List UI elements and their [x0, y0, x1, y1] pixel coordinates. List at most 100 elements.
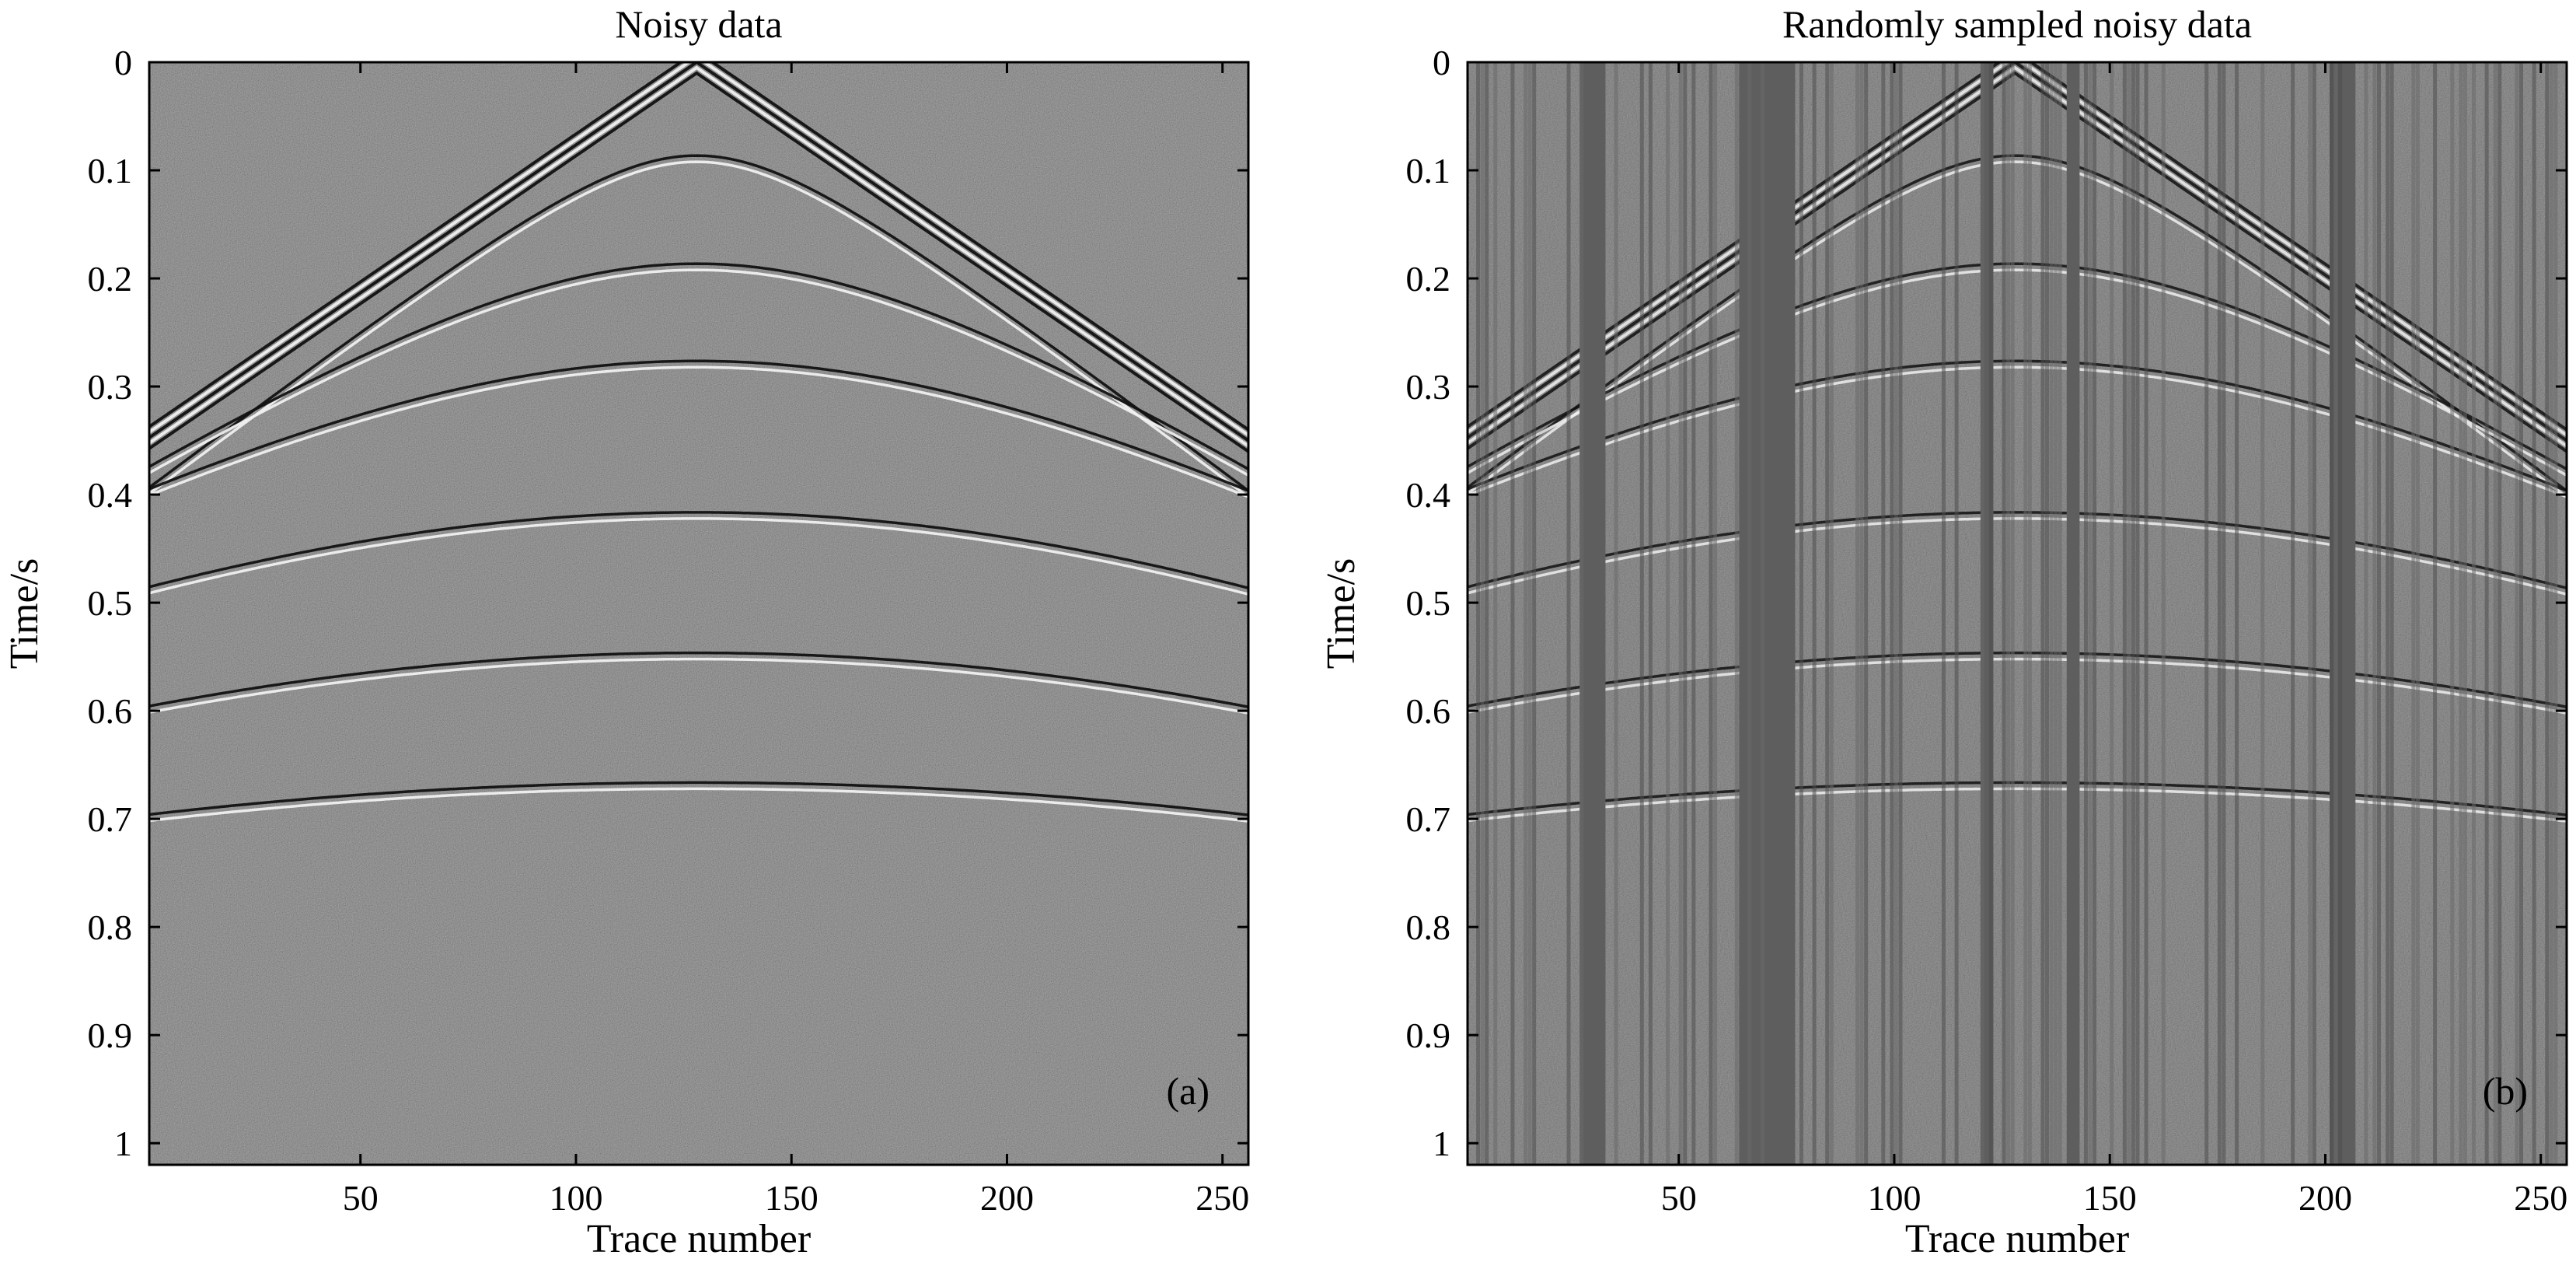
- x-ticks: 50 100 150 200 250: [1661, 62, 2567, 1218]
- x-tick-label: 50: [1661, 1178, 1697, 1218]
- y-tick-label: 0.9: [1406, 1016, 1451, 1055]
- y-tick-label: 0.2: [1406, 259, 1451, 299]
- trace-stripe: [1898, 62, 1903, 1165]
- reflection-event-line: [149, 359, 1248, 492]
- x-axis-label: Trace number: [1905, 1217, 2129, 1261]
- reflection-event-line: [149, 787, 1248, 823]
- panel-tag: (b): [2483, 1069, 2528, 1113]
- plot-frame: [148, 61, 1250, 1166]
- trace-stripe: [2204, 62, 2209, 1165]
- trace-stripe: [2135, 62, 2140, 1165]
- trace-stripe: [2553, 62, 2558, 1165]
- reflection-event-line: [149, 365, 1248, 498]
- y-tick-label: 0.3: [88, 367, 133, 407]
- trace-stripe: [2054, 62, 2058, 1165]
- trace-stripe: [2222, 62, 2226, 1165]
- trace-stripe: [1510, 62, 1515, 1165]
- trace-stripe: [2415, 62, 2420, 1165]
- trace-stripe: [2377, 62, 2382, 1165]
- reflection-event-line: [149, 62, 1248, 442]
- trace-stripe: [1566, 62, 1571, 1165]
- trace-stripe: [1480, 62, 1485, 1165]
- trace-stripe: [2235, 62, 2239, 1165]
- trace-stripe: [2045, 62, 2050, 1165]
- y-tick-label: 0.8: [1406, 907, 1451, 947]
- x-tick-label: 100: [549, 1178, 602, 1218]
- y-ticks: 0 0.1 0.2 0.3 0.4 0.5 0.6 0.7 0.8 0.9 1: [1406, 43, 2567, 1163]
- y-tick-label: 1: [114, 1124, 132, 1163]
- trace-stripe: [1532, 62, 1537, 1165]
- y-tick-label: 0.5: [88, 583, 133, 623]
- y-tick-label: 0: [1433, 43, 1450, 82]
- y-tick-label: 0.3: [1406, 367, 1451, 407]
- y-ticks: 0 0.1 0.2 0.3 0.4 0.5 0.6 0.7 0.8 0.9 1: [88, 43, 1248, 1163]
- panel-title: Randomly sampled noisy data: [1782, 2, 2252, 46]
- reflection-events: [149, 62, 1248, 823]
- reflection-event-line: [149, 657, 1248, 715]
- trace-stripe: [2006, 62, 2011, 1165]
- trace-stripe: [2459, 62, 2463, 1165]
- y-tick-label: 0: [114, 43, 132, 82]
- trace-stripe: [1855, 62, 1860, 1165]
- trace-stripe: [1524, 62, 1528, 1165]
- noise-texture: [149, 62, 1248, 1165]
- reflection-event-line: [149, 262, 1248, 470]
- reflection-event-line: [149, 160, 1248, 498]
- trace-stripe: [2389, 62, 2394, 1165]
- trace-stripe: [1683, 62, 1688, 1165]
- trace-stripe: [1734, 62, 1739, 1165]
- y-tick-label: 0.8: [88, 907, 133, 947]
- trace-stripe: [1864, 62, 1869, 1165]
- plot-frame: [1466, 61, 2568, 1166]
- y-axis-label: Time/s: [1319, 558, 1363, 669]
- trace-stripe: [2333, 62, 2338, 1165]
- x-tick-label: 200: [2299, 1178, 2352, 1218]
- trace-stripe: [2122, 62, 2127, 1165]
- y-tick-label: 0.5: [1406, 583, 1451, 623]
- trace-stripe: [1954, 62, 1959, 1165]
- reflection-event-line: [149, 517, 1248, 596]
- panel-randomly-sampled-data: Randomly sampled noisy data 0 0.1 0.2 0.3 0.…: [1319, 2, 2568, 1261]
- trace-stripe: [2515, 62, 2519, 1165]
- trace-stripe: [2144, 62, 2148, 1165]
- y-tick-label: 0.6: [1406, 691, 1451, 731]
- y-tick-label: 0.7: [1406, 799, 1451, 839]
- trace-stripe: [2312, 62, 2316, 1165]
- trace-stripe: [1648, 62, 1653, 1165]
- reflection-event-line: [149, 511, 1248, 589]
- trace-stripe: [2093, 62, 2097, 1165]
- missing-trace-band: [1579, 62, 1606, 1165]
- trace-stripe: [2260, 62, 2265, 1165]
- reflection-event-line: [149, 65, 1248, 448]
- y-tick-label: 0.2: [88, 259, 133, 299]
- trace-stripe: [1666, 62, 1670, 1165]
- y-tick-label: 0.7: [88, 799, 133, 839]
- trace-stripe: [1747, 62, 1752, 1165]
- trace-stripe: [2131, 62, 2135, 1165]
- trace-stripe: [1859, 62, 1864, 1165]
- trace-stripe: [1678, 62, 1683, 1165]
- trace-stripe: [1829, 62, 1834, 1165]
- trace-stripe: [1812, 62, 1817, 1165]
- x-tick-label: 100: [1867, 1178, 1921, 1218]
- trace-stripe: [2472, 62, 2476, 1165]
- trace-stripe: [2110, 62, 2114, 1165]
- trace-stripe: [1761, 62, 1765, 1165]
- trace-stripe: [2364, 62, 2368, 1165]
- y-tick-label: 0.1: [88, 151, 133, 191]
- x-tick-label: 200: [980, 1178, 1034, 1218]
- trace-stripe: [2338, 62, 2343, 1165]
- trace-stripe: [2330, 62, 2334, 1165]
- x-tick-label: 250: [2514, 1178, 2567, 1218]
- trace-stripe: [1881, 62, 1886, 1165]
- trace-stripe: [2291, 62, 2295, 1165]
- trace-stripe: [2040, 62, 2045, 1165]
- trace-stripe: [2308, 62, 2312, 1165]
- trace-stripe: [1980, 62, 1984, 1165]
- trace-stripe: [1639, 62, 1644, 1165]
- x-ticks: 50 100 150 200 250: [343, 62, 1249, 1218]
- trace-stripe: [2161, 62, 2166, 1165]
- trace-stripe: [1527, 62, 1532, 1165]
- trace-stripe: [1713, 62, 1718, 1165]
